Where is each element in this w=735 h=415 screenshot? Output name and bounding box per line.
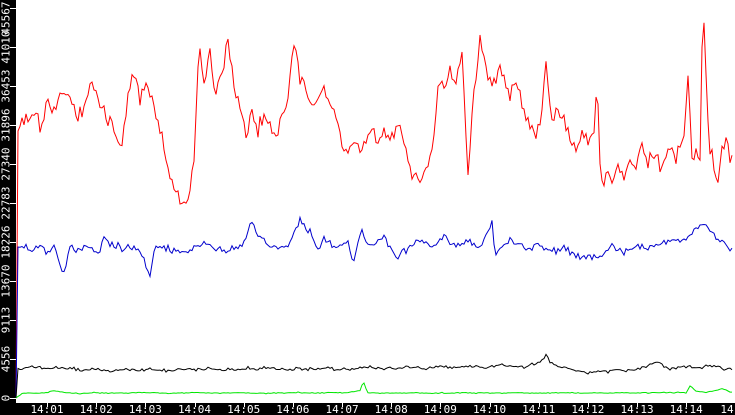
x-axis-label: 14:03 [128,403,162,415]
y-axis-label: 41010 [0,30,13,64]
x-axis-tick [489,403,491,407]
x-axis-tick [686,403,688,407]
x-axis-tick [145,403,147,407]
x-axis-tick [194,403,196,407]
x-axis-label: 14:08 [374,403,408,415]
x-axis-label: 14:05 [227,403,261,415]
x-axis-label: 14:11 [522,403,556,415]
x-axis-tick [243,403,245,407]
x-axis-tick [440,403,442,407]
red-series-line [15,22,733,399]
plot-area [16,0,735,403]
y-axis-tick [10,203,16,204]
y-axis-tick [10,8,16,9]
y-axis-label: 22783 [0,186,13,220]
y-axis-label: 31896 [0,108,13,142]
x-axis-label: 14:09 [423,403,457,415]
x-axis-label: 14:06 [276,403,310,415]
x-axis-tick [637,403,639,407]
y-axis-tick [10,125,16,126]
x-axis-label: 14:04 [177,403,212,415]
y-axis-label: 0 [0,394,13,402]
x-axis-tick [292,403,294,407]
x-axis-label: 14:14 [669,403,703,415]
y-axis-tick [10,320,16,321]
y-axis-label: 36453 [0,69,13,103]
y-axis-label: 45567 [0,0,13,35]
x-axis-tick [47,403,48,407]
x-axis-label: 14:01 [30,403,64,415]
x-axis-label: 14:10 [472,403,507,415]
x-axis-label: 14 [720,403,734,415]
x-axis-label: 14:02 [79,403,113,415]
green-series-line [15,382,732,399]
y-axis-tick [10,47,16,48]
x-axis-label: 14:13 [620,403,654,415]
y-axis-label: 18226 [0,225,13,259]
x-axis-tick [96,403,98,407]
x-axis-tick [391,403,393,407]
x-axis-tick [342,403,344,407]
y-axis-tick [10,164,16,165]
x-axis-tick [587,403,589,407]
y-axis-label: 13670 [0,264,13,298]
y-axis-label: 4556 [0,345,13,373]
y-axis-tick [10,281,16,282]
y-axis-tick [10,398,16,399]
y-axis-tick [10,86,16,87]
x-axis-label: 14:07 [325,403,359,415]
y-axis-label: 9113 [0,306,13,334]
y-axis-tick [10,242,16,243]
x-axis-label: 14:12 [571,403,605,415]
x-axis-tick [538,403,540,407]
black-series-line [15,353,733,399]
y-axis-tick [10,359,16,360]
y-axis-label: 27340 [0,147,13,181]
blue-series-line [15,215,733,399]
